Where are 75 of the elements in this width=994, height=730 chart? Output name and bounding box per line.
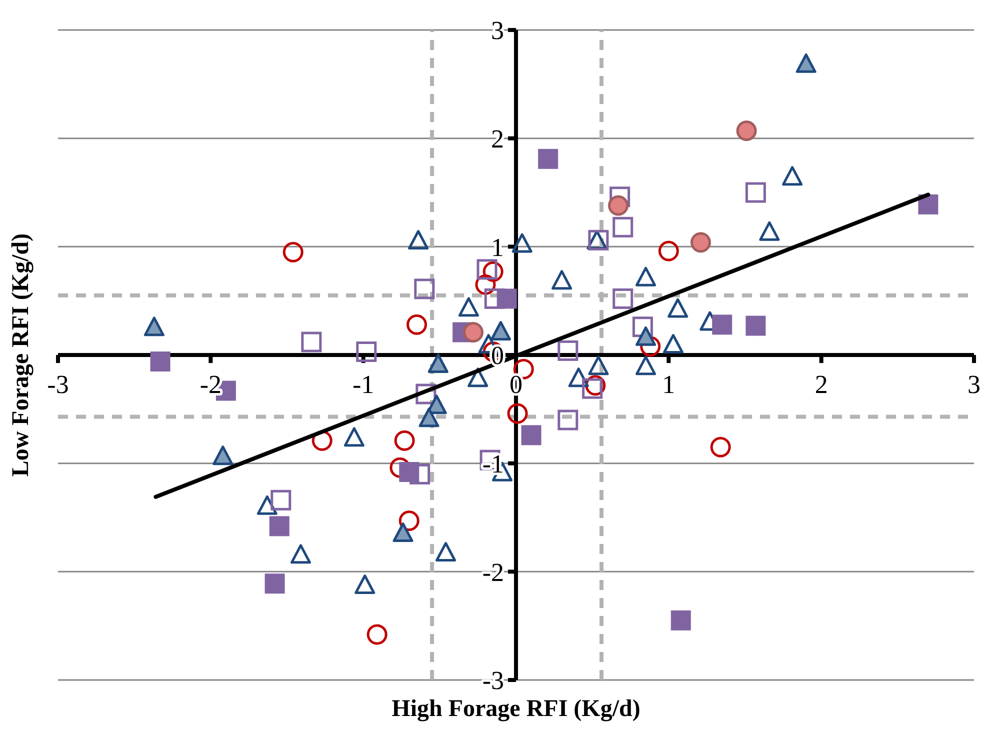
point [463, 322, 484, 342]
point [264, 574, 285, 594]
point [414, 278, 435, 300]
point [408, 230, 429, 250]
point [490, 321, 511, 340]
y-tick-label: -3 [482, 666, 504, 696]
point [568, 368, 589, 388]
point [390, 457, 410, 478]
point [796, 53, 816, 73]
point [658, 240, 679, 262]
y-tick-label: -2 [482, 558, 504, 587]
point [746, 316, 766, 336]
point [212, 446, 234, 466]
point [640, 336, 661, 357]
point [710, 436, 731, 458]
x-tick-label: -3 [47, 370, 69, 399]
point [636, 266, 656, 286]
y-tick-label: 2 [491, 124, 504, 154]
point [410, 464, 430, 484]
point [484, 288, 505, 309]
point [690, 232, 711, 253]
point [632, 316, 653, 338]
point [394, 430, 415, 451]
point [612, 216, 634, 238]
point [392, 522, 414, 542]
point [270, 490, 292, 510]
point [282, 242, 304, 262]
x-tick-label: -1 [352, 370, 374, 399]
point [356, 342, 377, 362]
point [552, 270, 572, 290]
point [496, 288, 517, 309]
point [636, 326, 656, 346]
point [670, 610, 691, 630]
point [538, 148, 558, 169]
point [366, 624, 388, 645]
point [144, 316, 164, 336]
point [428, 354, 448, 373]
point [610, 186, 630, 208]
x-tick-label: -2 [200, 370, 222, 399]
point [782, 166, 803, 186]
point [269, 516, 290, 536]
y-tick-label: 3 [491, 16, 504, 46]
point [507, 403, 528, 424]
point [662, 334, 684, 354]
point [759, 221, 780, 241]
point [436, 542, 456, 562]
point [521, 425, 542, 446]
point [458, 297, 479, 317]
point [612, 288, 634, 309]
point [558, 340, 578, 361]
x-tick-label: 2 [814, 370, 828, 399]
point [588, 356, 609, 376]
y-tick-label: 1 [491, 232, 504, 262]
point [301, 332, 322, 352]
point [418, 408, 440, 428]
point [558, 410, 578, 430]
point [512, 233, 532, 253]
point [668, 298, 688, 318]
point [344, 427, 364, 447]
x-axis-title: High Forage RFI (Kg/d) [392, 696, 640, 722]
point [398, 510, 420, 531]
y-axis-title: Low Forage RFI (Kg/d) [8, 233, 34, 477]
point [399, 462, 420, 482]
x-tick-label: 3 [968, 370, 980, 399]
point [406, 314, 428, 335]
point [476, 259, 498, 280]
x-tick-label: 1 [662, 370, 676, 399]
point [150, 352, 170, 372]
point [712, 314, 732, 335]
point [636, 356, 656, 376]
point [354, 574, 376, 594]
point [736, 120, 757, 141]
point [290, 544, 311, 564]
point [608, 195, 629, 216]
point [745, 182, 766, 203]
